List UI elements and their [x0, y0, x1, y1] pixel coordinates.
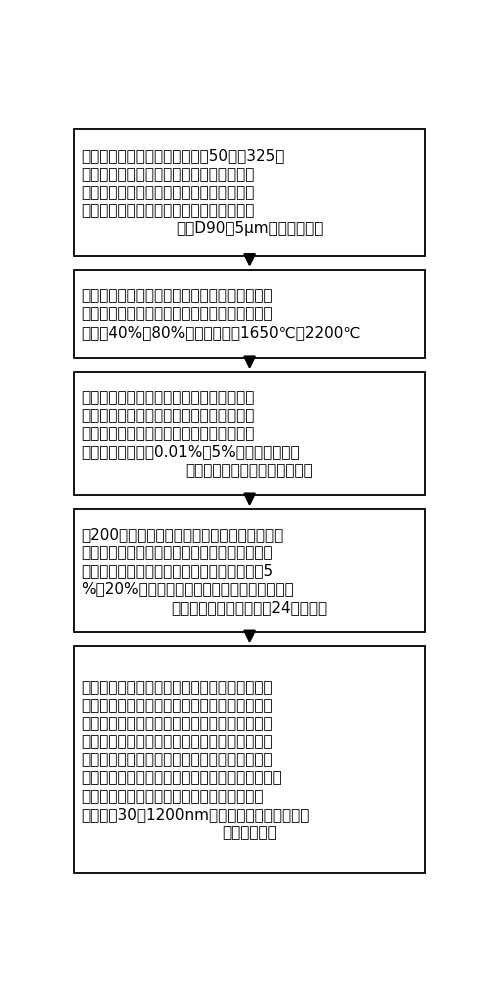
- Text: 浓度为40%～80%，火焰温度为1650℃～2200℃: 浓度为40%～80%，火焰温度为1650℃～2200℃: [81, 325, 360, 340]
- Text: 使用旋风收集器和布袋除尘器对富氧燃烧后: 使用旋风收集器和布袋除尘器对富氧燃烧后: [81, 390, 254, 405]
- Text: 焰燃烧器中进行富氧燃烧，富氧空气中氧气体积: 焰燃烧器中进行富氧燃烧，富氧空气中氧气体积: [81, 307, 273, 322]
- Text: 分离，提取下层沉淀，得到粗粒级球形硅微粉粒: 分离，提取下层沉淀，得到粗粒级球形硅微粉粒: [81, 734, 273, 749]
- Text: 形硅微粉粒子: 形硅微粉粒子: [222, 825, 277, 840]
- Text: 溶液转移到研磨机中进行研磨；: 溶液转移到研磨机中进行研磨；: [186, 463, 314, 478]
- Text: 分级机对粉碎后的石英砂进行分级，以得到: 分级机对粉碎后的石英砂进行分级，以得到: [81, 203, 254, 218]
- Text: 得到细粒级球形硅微粉粒子，重复上述步骤，: 得到细粒级球形硅微粉粒子，重复上述步骤，: [81, 789, 263, 804]
- Text: 采用气流输送方式将分级后的超细石英粉送往倒: 采用气流输送方式将分级后的超细石英粉送往倒: [81, 288, 273, 303]
- Text: 子，再将低转速下分离出来的上层溶液放入超重: 子，再将低转速下分离出来的上层溶液放入超重: [81, 752, 273, 767]
- FancyBboxPatch shape: [74, 509, 425, 632]
- Text: 入占浆料重量比为0.01%～5%的助剂，将混合: 入占浆料重量比为0.01%～5%的助剂，将混合: [81, 444, 300, 459]
- Text: 力分离机中继续进行高转速分离，提取下层沉淀，: 力分离机中继续进行高转速分离，提取下层沉淀，: [81, 771, 281, 786]
- Text: 粒径D90＜5μm的超细石英粉: 粒径D90＜5μm的超细石英粉: [176, 221, 323, 236]
- FancyBboxPatch shape: [74, 129, 425, 256]
- Text: 石英砂，对该石英砂进行提纯精制，对提纯: 石英砂，对该石英砂进行提纯精制，对提纯: [81, 167, 254, 182]
- Text: 离心机中进行离心沉降，将低转速下的上层溶液: 离心机中进行离心沉降，将低转速下的上层溶液: [81, 716, 273, 731]
- Text: 精制后得到的石英砂进行粉碎，并采用气流: 精制后得到的石英砂进行粉碎，并采用气流: [81, 185, 254, 200]
- FancyBboxPatch shape: [74, 372, 425, 495]
- Text: 从而得到30～1200nm不同粒级范围的纳米级球: 从而得到30～1200nm不同粒级范围的纳米级球: [81, 807, 309, 822]
- Text: 料与研磨介质分离；将浆料盛装入干净容器中，: 料与研磨介质分离；将浆料盛装入干净容器中，: [81, 545, 273, 560]
- Text: 搅拌和分散，并静置陈化24小时以上: 搅拌和分散，并静置陈化24小时以上: [171, 600, 328, 615]
- FancyBboxPatch shape: [74, 646, 425, 873]
- Text: %～20%，对稀释后的水溶性有机溶液进行高速: %～20%，对稀释后的水溶性有机溶液进行高速: [81, 582, 294, 597]
- FancyBboxPatch shape: [74, 270, 425, 358]
- Text: 用200目以上细筛网把研磨后的混合溶液中的浆: 用200目以上细筛网把研磨后的混合溶液中的浆: [81, 527, 283, 542]
- Text: 加入水溶性有机溶液进行稀释，使固相含量为5: 加入水溶性有机溶液进行稀释，使固相含量为5: [81, 563, 273, 578]
- Text: 把陈化后的浆料进行分离，将下层沉淀返回研磨: 把陈化后的浆料进行分离，将下层沉淀返回研磨: [81, 680, 273, 695]
- Text: 将天然脉石英矿破碎并分级制成50目～325目: 将天然脉石英矿破碎并分级制成50目～325目: [81, 149, 284, 164]
- Text: 机进行重新研磨，将上层悬浮浆料转移入到高速: 机进行重新研磨，将上层悬浮浆料转移入到高速: [81, 698, 273, 713]
- Text: 粉末。将粉末加去离子水或纯净水调浆，加: 粉末。将粉末加去离子水或纯净水调浆，加: [81, 426, 254, 441]
- Text: 得到的石英粉进行处理，以得到球形硅微粉: 得到的石英粉进行处理，以得到球形硅微粉: [81, 408, 254, 423]
